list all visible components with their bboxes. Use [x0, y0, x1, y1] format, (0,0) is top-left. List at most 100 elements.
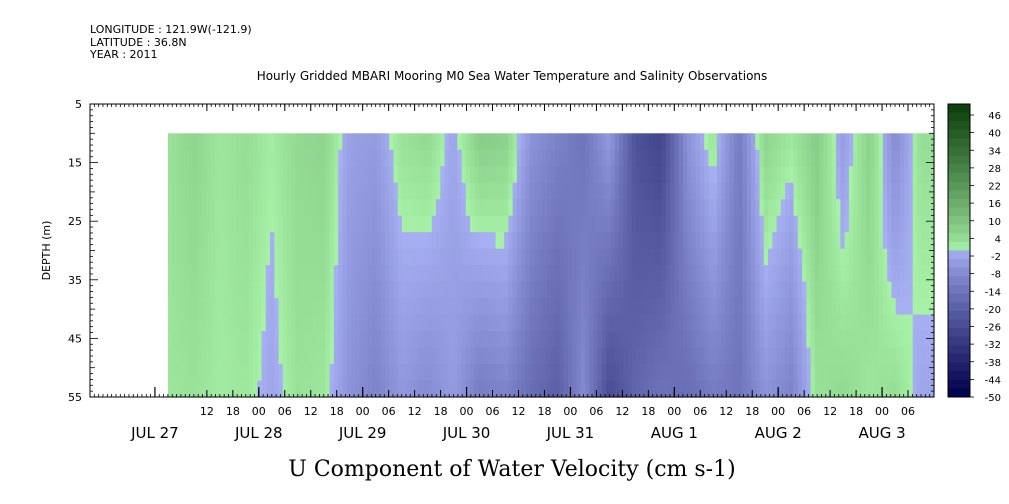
- heatmap-cell: [916, 133, 922, 151]
- heatmap-cell: [193, 347, 199, 365]
- heatmap-cell: [453, 380, 458, 398]
- heatmap-cell: [240, 298, 246, 316]
- heatmap-cell: [321, 248, 326, 266]
- heatmap-cell: [789, 364, 795, 382]
- heatmap-cell: [925, 199, 931, 217]
- heatmap-cell: [674, 149, 680, 167]
- heatmap-cell: [346, 380, 352, 398]
- heatmap-cell: [691, 199, 697, 217]
- heatmap-cell: [567, 199, 573, 217]
- heatmap-cell: [508, 232, 514, 250]
- heatmap-cell: [648, 215, 654, 233]
- y-tick-label: 35: [68, 274, 82, 287]
- heatmap-cell: [844, 265, 850, 283]
- heatmap-cell: [529, 182, 535, 200]
- heatmap-cell: [440, 347, 446, 365]
- heatmap-cell: [278, 232, 284, 250]
- heatmap-cell: [831, 232, 837, 250]
- heatmap-cell: [797, 199, 803, 217]
- heatmap-cell: [448, 331, 454, 349]
- heatmap-cell: [899, 281, 905, 299]
- heatmap-cell: [887, 281, 893, 299]
- heatmap-cell: [661, 149, 667, 167]
- heatmap-cell: [614, 149, 620, 167]
- heatmap-cell: [287, 364, 292, 382]
- heatmap-cell: [427, 347, 433, 365]
- heatmap-cell: [248, 199, 254, 217]
- heatmap-cell: [563, 380, 569, 398]
- heatmap-cell: [776, 248, 782, 266]
- heatmap-cell: [716, 265, 722, 283]
- heatmap-cell: [916, 364, 922, 382]
- heatmap-cell: [904, 331, 910, 349]
- heatmap-cell: [423, 265, 429, 283]
- heatmap-cell: [750, 199, 756, 217]
- heatmap-cell: [661, 215, 667, 233]
- heatmap-cell: [704, 331, 710, 349]
- heatmap-cell: [274, 166, 280, 184]
- heatmap-cell: [431, 314, 437, 332]
- heatmap-cell: [793, 347, 799, 365]
- heatmap-cell: [712, 133, 718, 151]
- heatmap-cell: [814, 314, 820, 332]
- heatmap-cell: [916, 182, 922, 200]
- heatmap-cell: [882, 281, 888, 299]
- heatmap-cell: [346, 133, 352, 151]
- heatmap-cell: [887, 298, 893, 316]
- heatmap-cell: [482, 265, 488, 283]
- heatmap-cell: [529, 232, 535, 250]
- heatmap-cell: [695, 166, 701, 184]
- heatmap-cell: [487, 265, 492, 283]
- heatmap-cell: [559, 314, 565, 332]
- heatmap-cell: [793, 364, 799, 382]
- heatmap-cell: [189, 248, 195, 266]
- heatmap-cell: [827, 182, 833, 200]
- heatmap-cell: [725, 232, 731, 250]
- heatmap-cell: [444, 281, 450, 299]
- heatmap-cell: [410, 265, 416, 283]
- heatmap-cell: [338, 199, 344, 217]
- heatmap-cell: [836, 149, 841, 167]
- heatmap-cell: [380, 314, 386, 332]
- heatmap-cell: [631, 347, 637, 365]
- heatmap-cell: [636, 380, 641, 398]
- heatmap-cell: [793, 281, 799, 299]
- heatmap-cell: [436, 215, 441, 233]
- heatmap-cell: [533, 232, 539, 250]
- heatmap-cell: [848, 298, 854, 316]
- heatmap-cell: [487, 364, 492, 382]
- heatmap-cell: [346, 364, 352, 382]
- heatmap-cell: [861, 364, 867, 382]
- heatmap-cell: [176, 199, 182, 217]
- heatmap-cell: [236, 133, 241, 151]
- heatmap-cell: [861, 248, 867, 266]
- heatmap-cell: [627, 133, 633, 151]
- heatmap-cell: [627, 281, 633, 299]
- heatmap-cell: [614, 314, 620, 332]
- heatmap-cell: [291, 199, 297, 217]
- heatmap-cell: [823, 331, 829, 349]
- heatmap-cell: [589, 281, 595, 299]
- heatmap-cell: [848, 380, 854, 398]
- heatmap-cell: [733, 149, 739, 167]
- heatmap-cell: [508, 149, 514, 167]
- heatmap-cell: [887, 133, 893, 151]
- heatmap-cell: [712, 380, 718, 398]
- heatmap-cell: [793, 248, 799, 266]
- heatmap-cell: [772, 364, 778, 382]
- heatmap-cell: [755, 248, 761, 266]
- heatmap-cell: [687, 215, 693, 233]
- heatmap-cell: [674, 215, 680, 233]
- heatmap-cell: [904, 149, 910, 167]
- heatmap-cell: [214, 248, 220, 266]
- heatmap-cell: [712, 298, 718, 316]
- heatmap-cell: [346, 331, 352, 349]
- heatmap-cell: [674, 347, 680, 365]
- heatmap-cell: [461, 265, 467, 283]
- heatmap-cell: [678, 314, 684, 332]
- heatmap-cell: [636, 331, 641, 349]
- heatmap-cell: [295, 347, 301, 365]
- heatmap-cell: [768, 298, 773, 316]
- heatmap-cell: [653, 314, 658, 332]
- heatmap-cell: [550, 314, 556, 332]
